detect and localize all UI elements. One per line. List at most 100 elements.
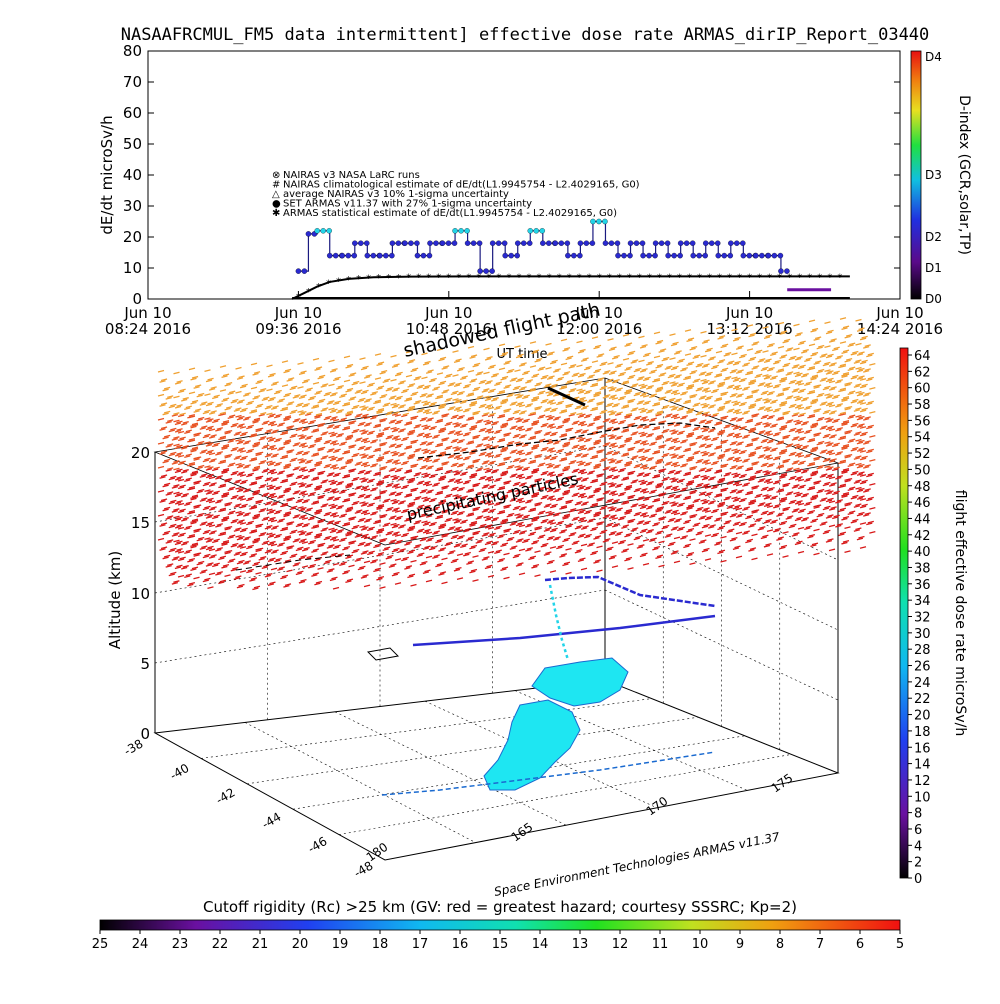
particle-mark (820, 428, 826, 430)
particle-mark (758, 505, 764, 507)
particle-mark (854, 434, 860, 436)
particle-mark (452, 559, 458, 561)
particle-mark (584, 464, 590, 466)
particle-mark (209, 461, 215, 463)
particle-mark (725, 449, 731, 451)
particle-mark (860, 386, 866, 388)
particle-mark (266, 406, 272, 408)
particle-mark (783, 341, 789, 343)
particle-mark (573, 517, 579, 519)
particle-mark (428, 370, 434, 372)
particle-mark (269, 582, 275, 584)
particle-mark (401, 439, 407, 441)
longitude-tick-label: 170 (644, 794, 671, 819)
particle-mark (301, 467, 307, 469)
particle-mark (252, 588, 258, 590)
particle-mark (648, 410, 654, 412)
particle-mark (762, 511, 768, 513)
particle-mark (284, 395, 290, 397)
particle-mark (668, 520, 674, 522)
particle-mark (369, 527, 375, 529)
particle-mark (338, 506, 344, 508)
particle-mark (857, 466, 863, 468)
particle-mark (415, 449, 421, 451)
particle-mark (620, 421, 626, 423)
series-marker-armas (553, 241, 558, 246)
particle-mark (242, 528, 248, 530)
particle-mark (384, 403, 390, 405)
particle-mark (249, 484, 255, 486)
particle-mark (637, 547, 643, 549)
particle-mark (362, 575, 368, 577)
particle-mark (432, 413, 438, 415)
particle-mark (524, 515, 530, 517)
particle-mark (801, 423, 807, 425)
particle-mark (222, 400, 228, 402)
particle-mark (226, 407, 232, 409)
particle-mark (617, 412, 623, 414)
particle-mark (651, 370, 657, 372)
particle-mark (663, 525, 669, 527)
particle-mark (466, 467, 472, 469)
particle-mark (632, 504, 638, 506)
particle-mark (849, 391, 855, 393)
particle-mark (856, 344, 862, 346)
particle-mark (725, 401, 731, 403)
particle-mark (859, 400, 865, 402)
particle-mark (166, 422, 172, 424)
particle-mark (211, 411, 217, 413)
particle-mark (538, 393, 544, 395)
particle-mark (310, 493, 316, 495)
particle-mark (851, 377, 857, 379)
particle-mark (642, 417, 648, 419)
particle-mark (618, 518, 624, 520)
particle-mark (370, 514, 376, 516)
particle-mark (417, 387, 423, 389)
particle-mark (838, 486, 844, 488)
particle-mark (572, 495, 578, 497)
particle-mark (865, 417, 871, 419)
particle-mark (269, 558, 275, 560)
particle-mark (728, 385, 734, 387)
particle-mark (821, 402, 827, 404)
particle-mark (239, 472, 245, 474)
particle-mark (767, 393, 773, 395)
particle-mark (810, 521, 816, 523)
particle-mark (310, 397, 316, 399)
particle-mark (742, 437, 748, 439)
particle-mark (727, 435, 733, 437)
particle-mark (212, 565, 218, 567)
particle-mark (682, 368, 688, 370)
particle-mark (204, 410, 210, 412)
particle-mark (454, 361, 460, 363)
particle-mark (801, 375, 807, 377)
particle-mark (212, 493, 218, 495)
particle-mark (821, 450, 827, 452)
particle-mark (493, 518, 499, 520)
particle-mark (607, 475, 613, 477)
particle-mark (437, 373, 443, 375)
particle-mark (790, 356, 796, 358)
particle-mark (335, 521, 341, 523)
particle-mark (460, 402, 466, 404)
particle-mark (618, 470, 624, 472)
particle-mark (586, 534, 592, 536)
particle-mark (237, 586, 243, 588)
particle-mark (556, 379, 562, 381)
particle-mark (769, 488, 775, 490)
particle-mark (220, 366, 226, 368)
particle-mark (359, 422, 365, 424)
particle-mark (556, 499, 562, 501)
particle-mark (305, 510, 311, 512)
particle-mark (817, 347, 823, 349)
particle-mark (825, 346, 831, 348)
particle-mark (457, 537, 463, 539)
particle-mark (421, 490, 427, 492)
particle-mark (516, 565, 522, 567)
particle-mark (499, 559, 505, 561)
particle-mark (727, 387, 733, 389)
particle-mark (522, 469, 528, 471)
particle-mark (451, 441, 457, 443)
particle-mark (262, 567, 268, 569)
particle-mark (335, 473, 341, 475)
